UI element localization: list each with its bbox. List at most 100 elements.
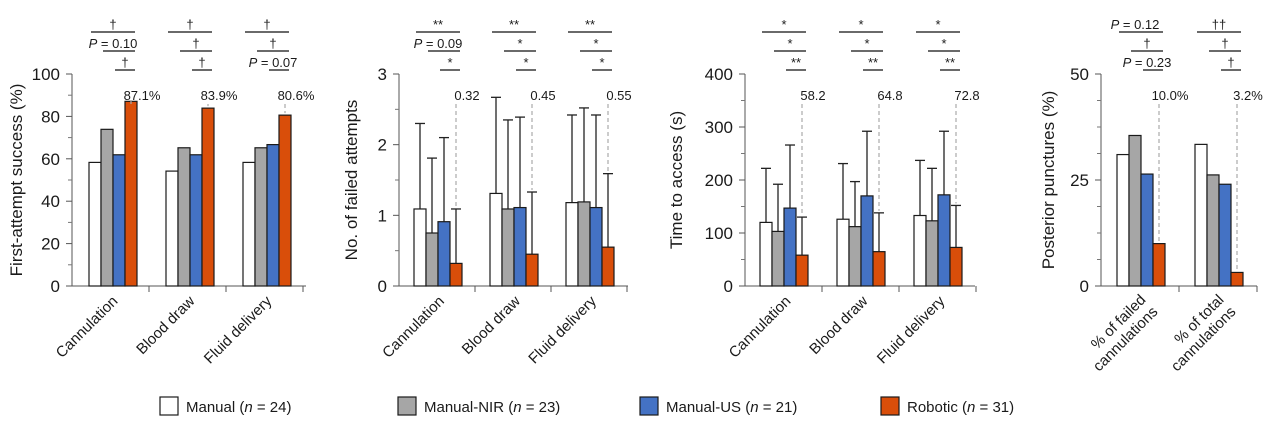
bar-robotic-3 xyxy=(278,114,292,287)
bar-manual-us-1 xyxy=(1140,173,1154,287)
robotic-value-label: 0.45 xyxy=(530,88,555,103)
bar-manual-us-1 xyxy=(783,207,797,287)
significance-label: P = 0.23 xyxy=(1123,55,1172,70)
significance-label: P = 0.07 xyxy=(249,55,298,70)
y-tick-label: 0 xyxy=(724,277,733,296)
bar-manual-2 xyxy=(489,192,503,287)
significance-label: * xyxy=(517,36,522,51)
bar-robotic-1 xyxy=(124,100,138,287)
robotic-value-label: 3.2% xyxy=(1233,88,1263,103)
significance-label: † xyxy=(1227,55,1234,70)
category-label: % of totalcannulations xyxy=(1156,291,1240,375)
y-tick-label: 60 xyxy=(41,150,60,169)
significance-label: ** xyxy=(791,55,801,70)
bar-manual-us-3 xyxy=(937,194,951,287)
significance-label: * xyxy=(523,55,528,70)
significance-label: † xyxy=(198,55,205,70)
bar-robotic-1 xyxy=(795,254,809,287)
bar-manual-1 xyxy=(759,221,773,287)
bar-manual-nir-2 xyxy=(501,208,515,287)
legend-swatch-robotic xyxy=(880,396,900,416)
bar-manual-us-2 xyxy=(860,195,874,287)
bar-manual-nir-1 xyxy=(771,230,785,287)
bar-manual-nir-2 xyxy=(1206,174,1220,287)
significance-label: P = 0.12 xyxy=(1111,17,1160,32)
legend-label-robotic: Robotic (n = 31) xyxy=(907,399,1014,416)
panel-4: 0 25 50 Posterior punctures (%) 10.0% P = 0.1… xyxy=(1039,17,1263,375)
legend-label-manual-us: Manual-US (n = 21) xyxy=(666,399,797,416)
bar-manual-nir-1 xyxy=(100,128,114,287)
significance-label: † xyxy=(1143,36,1150,51)
significance-label: * xyxy=(858,17,863,32)
bar-manual-3 xyxy=(565,202,579,287)
category-label: Fluid delivery xyxy=(201,292,276,367)
y-axis-title: First-attempt success (%) xyxy=(7,84,26,277)
y-tick-label: 3 xyxy=(378,65,387,84)
y-tick-label: 400 xyxy=(705,65,733,84)
bar-manual-2 xyxy=(836,218,850,287)
legend-label-manual-nir: Manual-NIR (n = 23) xyxy=(424,399,560,416)
bar-manual-1 xyxy=(88,161,102,287)
bar-robotic-2 xyxy=(201,107,215,287)
y-tick-label: 100 xyxy=(705,224,733,243)
y-tick-label: 2 xyxy=(378,136,387,155)
category-label: Blood draw xyxy=(133,293,198,358)
bar-manual-2 xyxy=(165,170,179,287)
significance-label: * xyxy=(935,17,940,32)
category-label: Fluid delivery xyxy=(525,292,600,367)
bar-manual-us-1 xyxy=(112,154,126,287)
y-tick-label: 200 xyxy=(705,171,733,190)
bar-manual-1 xyxy=(1116,153,1130,287)
significance-label: * xyxy=(864,36,869,51)
significance-label: * xyxy=(941,36,946,51)
legend-swatch-manual-nir xyxy=(397,396,417,416)
bar-manual-2 xyxy=(1194,143,1208,287)
category-label: % of failedcannulations xyxy=(1078,291,1162,375)
category-label: Blood draw xyxy=(806,293,871,358)
category-label: Cannulation xyxy=(53,293,122,362)
category-label: Fluid delivery xyxy=(874,292,949,367)
significance-label: P = 0.09 xyxy=(414,36,463,51)
robotic-value-label: 83.9% xyxy=(201,88,238,103)
y-tick-label: 1 xyxy=(378,206,387,225)
legend: Manual (n = 24) Manual-NIR (n = 23) Manual… xyxy=(159,396,1014,416)
bar-manual-us-3 xyxy=(266,143,280,287)
bar-robotic-2 xyxy=(1230,271,1244,287)
bar-manual-nir-1 xyxy=(425,232,439,287)
bar-robotic-2 xyxy=(872,251,886,287)
significance-label: † xyxy=(263,17,270,32)
category-label: Cannulation xyxy=(726,293,795,362)
significance-label: * xyxy=(447,55,452,70)
bar-manual-us-2 xyxy=(189,154,203,287)
significance-label: P = 0.10 xyxy=(89,36,138,51)
bar-robotic-1 xyxy=(449,262,463,287)
robotic-value-label: 0.32 xyxy=(454,88,479,103)
y-tick-label: 100 xyxy=(32,65,60,84)
significance-label: † xyxy=(186,17,193,32)
bar-robotic-3 xyxy=(601,246,615,287)
bar-manual-nir-2 xyxy=(848,226,862,287)
bar-manual-nir-3 xyxy=(925,220,939,287)
y-tick-label: 0 xyxy=(378,277,387,296)
category-label: Blood draw xyxy=(459,293,524,358)
bar-robotic-1 xyxy=(1152,243,1166,287)
bar-manual-nir-3 xyxy=(254,147,268,287)
significance-label: * xyxy=(599,55,604,70)
bar-manual-nir-3 xyxy=(577,201,591,287)
significance-label: * xyxy=(593,36,598,51)
bar-manual-1 xyxy=(413,208,427,287)
significance-label: ** xyxy=(509,17,519,32)
y-tick-label: 0 xyxy=(1080,277,1089,296)
legend-swatch-manual xyxy=(159,396,179,416)
bar-robotic-2 xyxy=(525,253,539,287)
y-tick-label: 300 xyxy=(705,118,733,137)
y-axis-title: Posterior punctures (%) xyxy=(1039,91,1058,270)
robotic-value-label: 80.6% xyxy=(278,88,315,103)
bar-manual-us-3 xyxy=(589,206,603,287)
y-tick-label: 25 xyxy=(1070,171,1089,190)
robotic-value-label: 58.2 xyxy=(800,88,825,103)
robotic-value-label: 0.55 xyxy=(606,88,631,103)
significance-label: * xyxy=(787,36,792,51)
